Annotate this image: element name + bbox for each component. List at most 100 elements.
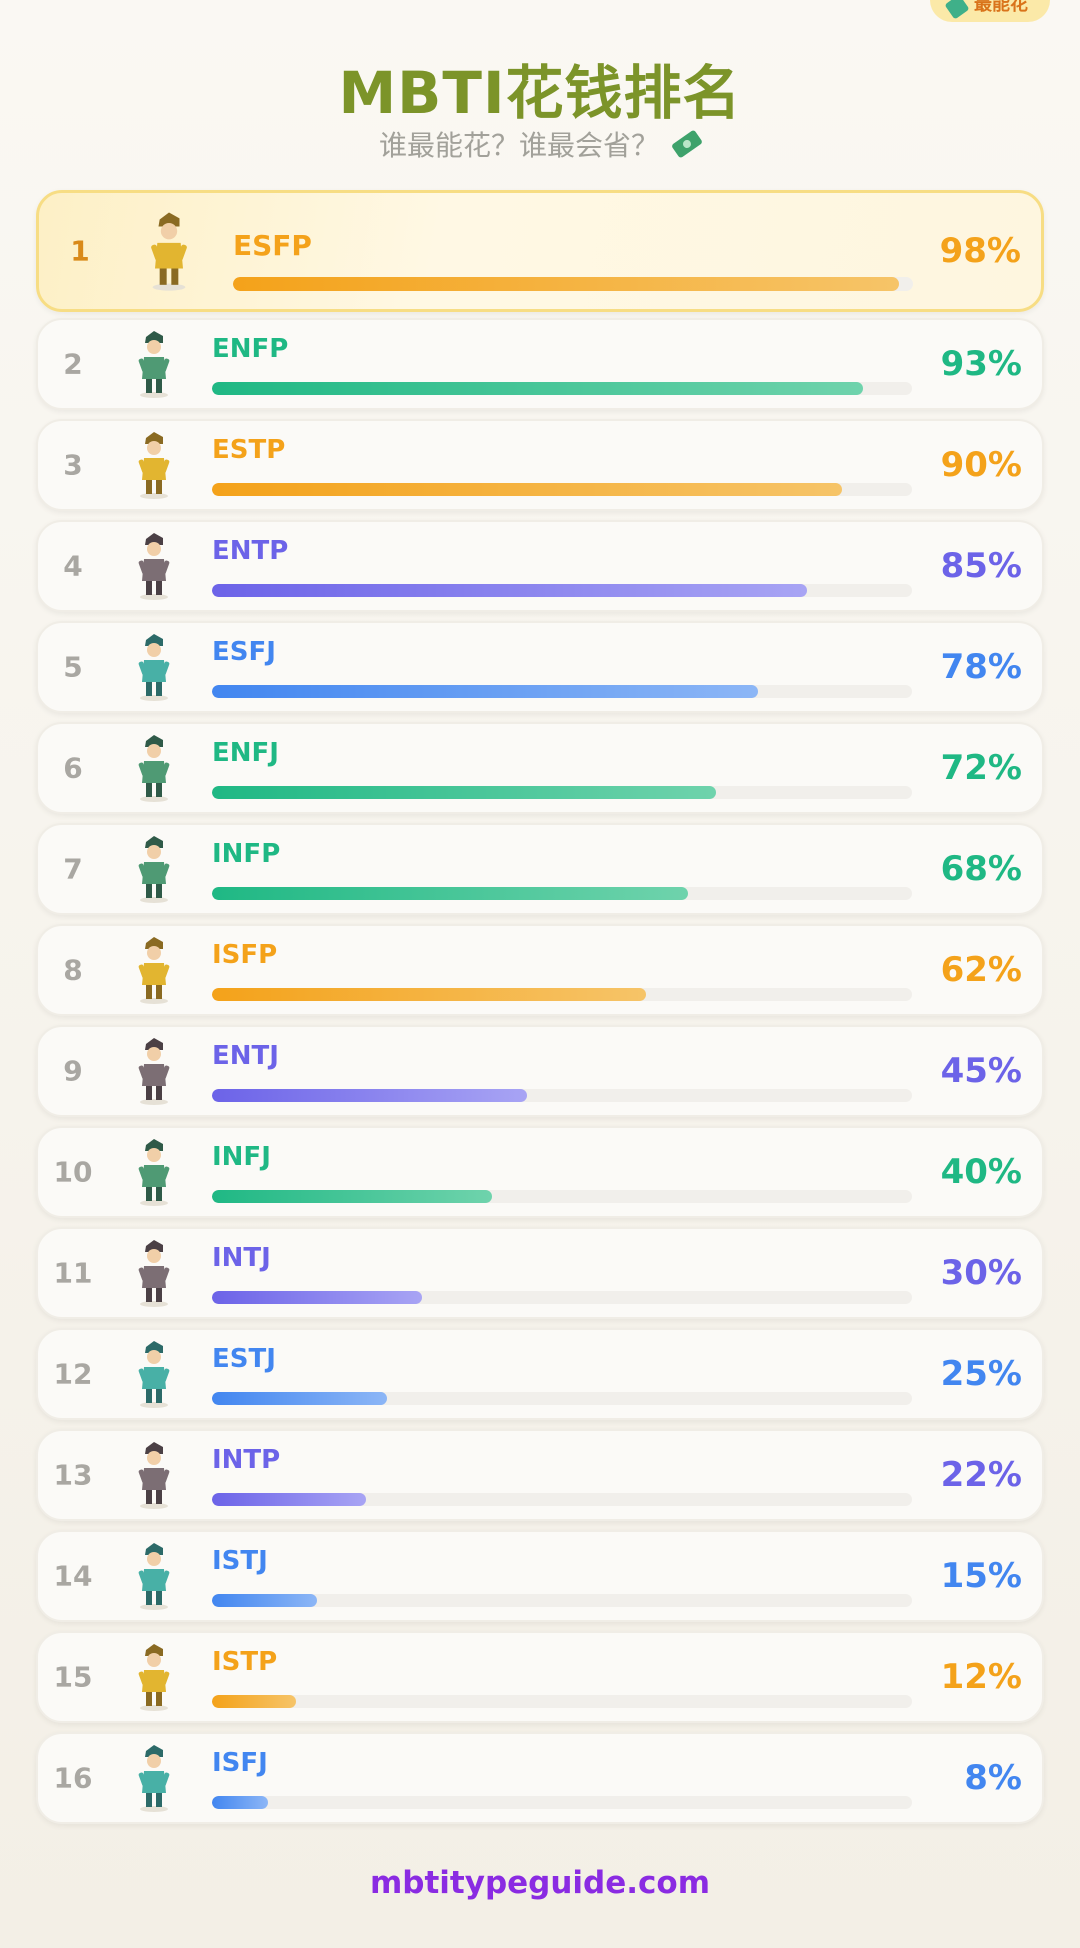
progress-fill: [212, 685, 758, 698]
percent-value: 90%: [940, 445, 1022, 485]
page-subtitle: 谁最能花？谁最会省？: [0, 124, 1080, 164]
mbti-type-label: ISTJ: [212, 1546, 268, 1576]
character-avatar-icon: [130, 834, 178, 904]
progress-fill: [212, 1291, 422, 1304]
pencil-icon: [944, 0, 970, 20]
percent-value: 68%: [940, 849, 1022, 889]
progress-track: [212, 786, 912, 799]
footer-site-link[interactable]: mbtitypeguide.com: [369, 1865, 711, 1901]
rank-number: 5: [63, 650, 83, 684]
mbti-type-label: ENTP: [212, 536, 289, 566]
mbti-type-label: ESTJ: [212, 1344, 276, 1374]
character-avatar-icon: [130, 531, 178, 601]
rank-number: 8: [63, 953, 83, 987]
percent-value: 78%: [940, 647, 1022, 687]
progress-fill: [212, 1695, 296, 1708]
character-avatar-icon: [130, 1238, 178, 1308]
rank-number: 13: [53, 1458, 93, 1492]
progress-fill: [212, 1392, 387, 1405]
ranking-list: 1 ESFP 98% 2 ENFP 93% 3 ESTP 90% 4 ENTP 85% 5 ESFJ 78%…: [36, 190, 1044, 1833]
character-avatar-icon: [130, 1743, 178, 1813]
progress-fill: [212, 988, 646, 1001]
rank-number: 10: [53, 1155, 93, 1189]
percent-value: 45%: [940, 1051, 1022, 1091]
percent-value: 98%: [939, 231, 1021, 271]
percent-value: 30%: [940, 1253, 1022, 1293]
percent-value: 62%: [940, 950, 1022, 990]
percent-value: 85%: [940, 546, 1022, 586]
mbti-type-label: ENFJ: [212, 738, 279, 768]
rank-number: 14: [53, 1559, 93, 1593]
progress-track: [212, 1291, 912, 1304]
rank-number: 4: [63, 549, 83, 583]
progress-track: [212, 382, 912, 395]
rank-number: 2: [63, 347, 83, 381]
progress-fill: [212, 887, 688, 900]
mbti-type-label: ENTJ: [212, 1041, 279, 1071]
progress-track: [212, 1796, 912, 1809]
ranking-row-enfp: 2 ENFP 93%: [36, 318, 1044, 410]
progress-track: [212, 1695, 912, 1708]
character-avatar-icon: [130, 1339, 178, 1409]
character-avatar-icon: [130, 1642, 178, 1712]
mbti-type-label: INTJ: [212, 1243, 271, 1273]
progress-track: [212, 483, 912, 496]
rank-number: 16: [53, 1761, 93, 1795]
ranking-row-isfj: 16 ISFJ 8%: [36, 1732, 1044, 1824]
character-avatar-icon: [130, 1541, 178, 1611]
progress-track: [212, 1392, 912, 1405]
rank-number: 7: [63, 852, 83, 886]
ranking-row-entj: 9 ENTJ 45%: [36, 1025, 1044, 1117]
page-title: MBTI花钱排名: [338, 59, 742, 127]
ranking-row-esfp: 1 ESFP 98%: [36, 190, 1044, 312]
mbti-type-label: ISFJ: [212, 1748, 268, 1778]
ranking-row-infj: 10 INFJ 40%: [36, 1126, 1044, 1218]
character-avatar-icon: [141, 209, 197, 293]
percent-value: 15%: [940, 1556, 1022, 1596]
progress-fill: [212, 1190, 492, 1203]
character-avatar-icon: [130, 935, 178, 1005]
character-avatar-icon: [130, 1440, 178, 1510]
progress-fill: [212, 1796, 268, 1809]
progress-track: [212, 584, 912, 597]
percent-value: 25%: [940, 1354, 1022, 1394]
progress-track: [212, 1493, 912, 1506]
progress-fill: [212, 1089, 527, 1102]
percent-value: 72%: [940, 748, 1022, 788]
progress-track: [212, 1594, 912, 1607]
percent-value: 22%: [940, 1455, 1022, 1495]
mbti-type-label: INFP: [212, 839, 281, 869]
mbti-type-label: INTP: [212, 1445, 281, 1475]
mbti-type-label: ENFP: [212, 334, 289, 364]
character-avatar-icon: [130, 329, 178, 399]
ranking-row-enfj: 6 ENFJ 72%: [36, 722, 1044, 814]
progress-fill: [233, 277, 900, 291]
progress-track: [212, 988, 912, 1001]
rank-number: 15: [53, 1660, 93, 1694]
ranking-row-istj: 14 ISTJ 15%: [36, 1530, 1044, 1622]
rank-number: 1: [70, 234, 90, 268]
progress-track: [212, 1089, 912, 1102]
progress-track: [212, 685, 912, 698]
mbti-type-label: ESFP: [233, 229, 312, 262]
badge-label: 最能花: [974, 0, 1028, 15]
mbti-type-label: ESFJ: [212, 637, 276, 667]
mbti-type-label: INFJ: [212, 1142, 271, 1172]
ranking-row-infp: 7 INFP 68%: [36, 823, 1044, 915]
progress-fill: [212, 786, 716, 799]
progress-fill: [212, 584, 807, 597]
rank-number: 12: [53, 1357, 93, 1391]
subtitle-text: 谁最能花？谁最会省？: [378, 129, 659, 162]
progress-fill: [212, 382, 863, 395]
ranking-row-entp: 4 ENTP 85%: [36, 520, 1044, 612]
ranking-row-intp: 13 INTP 22%: [36, 1429, 1044, 1521]
mbti-type-label: ISFP: [212, 940, 278, 970]
progress-track: [212, 1190, 912, 1203]
ranking-row-intj: 11 INTJ 30%: [36, 1227, 1044, 1319]
progress-fill: [212, 483, 842, 496]
rank-number: 6: [63, 751, 83, 785]
ranking-row-isfp: 8 ISFP 62%: [36, 924, 1044, 1016]
rank-number: 3: [63, 448, 83, 482]
ranking-row-estp: 3 ESTP 90%: [36, 419, 1044, 511]
top-badge: 最能花: [930, 0, 1050, 22]
